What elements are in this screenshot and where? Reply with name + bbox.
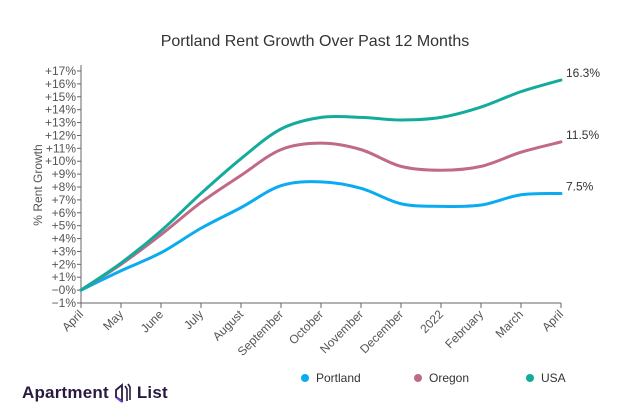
y-tick-label: +5% (52, 219, 77, 233)
series-line-oregon (79, 140, 563, 292)
legend-marker-usa (526, 374, 534, 382)
series-line-portland (79, 180, 563, 292)
y-tick-label: +15% (45, 90, 76, 104)
y-tick-label: +4% (52, 232, 77, 246)
legend-marker-oregon (414, 374, 422, 382)
apartment-list-logo: Apartment List (22, 382, 168, 404)
chart-title: Portland Rent Growth Over Past 12 Months (161, 33, 470, 50)
x-tick-label: October (286, 307, 326, 347)
y-tick-label: −0% (52, 283, 77, 297)
y-tick-label: +2% (52, 257, 77, 271)
y-tick-label: +6% (52, 206, 77, 220)
brand-name-right: List (136, 383, 168, 402)
y-tick-label: +9% (52, 167, 77, 181)
x-tick-label: June (138, 307, 167, 336)
y-tick-label: +14% (45, 103, 76, 117)
y-tick-label: +3% (52, 244, 77, 258)
end-value-label-oregon: 11.5% (566, 128, 599, 142)
x-tick-label: July (181, 307, 206, 332)
x-tick-label: February (442, 307, 486, 351)
end-value-label-usa: 16.3% (566, 66, 600, 80)
x-tick-label: March (493, 307, 526, 340)
y-tick-label: +8% (52, 180, 77, 194)
legend-marker-portland (301, 374, 309, 382)
x-tick-label: August (210, 307, 247, 344)
y-tick-label: +7% (52, 193, 77, 207)
y-tick-label: +10% (45, 154, 76, 168)
y-tick-label: +17% (45, 64, 76, 78)
y-axis-label: % Rent Growth (31, 144, 45, 225)
x-tick-label: December (357, 307, 406, 356)
y-tick-label: +11% (46, 141, 76, 155)
building-logo-icon (114, 383, 131, 403)
y-tick-label: +16% (45, 77, 76, 91)
x-tick-label: April (539, 307, 566, 334)
x-tick-label: 2022 (417, 307, 446, 336)
legend-label-usa: USA (541, 371, 566, 385)
legend-label-portland: Portland (316, 371, 361, 385)
x-tick-label: May (100, 307, 126, 333)
y-tick-label: +12% (45, 128, 76, 142)
x-tick-label: April (59, 307, 86, 334)
end-value-label-portland: 7.5% (566, 179, 594, 193)
y-tick-label: +1% (52, 270, 77, 284)
series-line-usa (79, 78, 563, 292)
y-tick-label: +13% (45, 116, 76, 130)
y-tick-label: −1% (52, 296, 77, 310)
legend-label-oregon: Oregon (429, 371, 469, 385)
brand-name-left: Apartment (22, 383, 109, 402)
